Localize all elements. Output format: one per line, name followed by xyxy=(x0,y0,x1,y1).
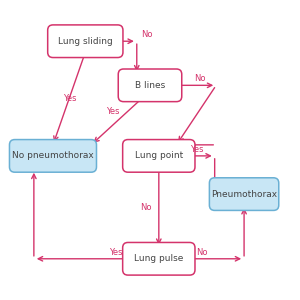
Text: Yes: Yes xyxy=(110,248,123,257)
FancyBboxPatch shape xyxy=(123,140,195,172)
Text: No: No xyxy=(140,203,151,212)
Text: No: No xyxy=(141,30,152,39)
Text: Yes: Yes xyxy=(190,145,204,154)
Text: No pneumothorax: No pneumothorax xyxy=(12,152,94,160)
FancyBboxPatch shape xyxy=(118,69,182,102)
Text: Yes: Yes xyxy=(63,94,77,103)
Text: Pneumothorax: Pneumothorax xyxy=(211,190,277,199)
FancyBboxPatch shape xyxy=(10,140,97,172)
Text: B lines: B lines xyxy=(135,81,165,90)
Text: No: No xyxy=(194,74,205,83)
Text: Lung pulse: Lung pulse xyxy=(134,254,184,263)
FancyBboxPatch shape xyxy=(48,25,123,58)
FancyBboxPatch shape xyxy=(123,242,195,275)
Text: No: No xyxy=(196,248,207,257)
Text: Lung point: Lung point xyxy=(135,152,183,160)
Text: Lung sliding: Lung sliding xyxy=(58,37,113,46)
Text: Yes: Yes xyxy=(106,107,120,116)
FancyBboxPatch shape xyxy=(209,178,279,210)
